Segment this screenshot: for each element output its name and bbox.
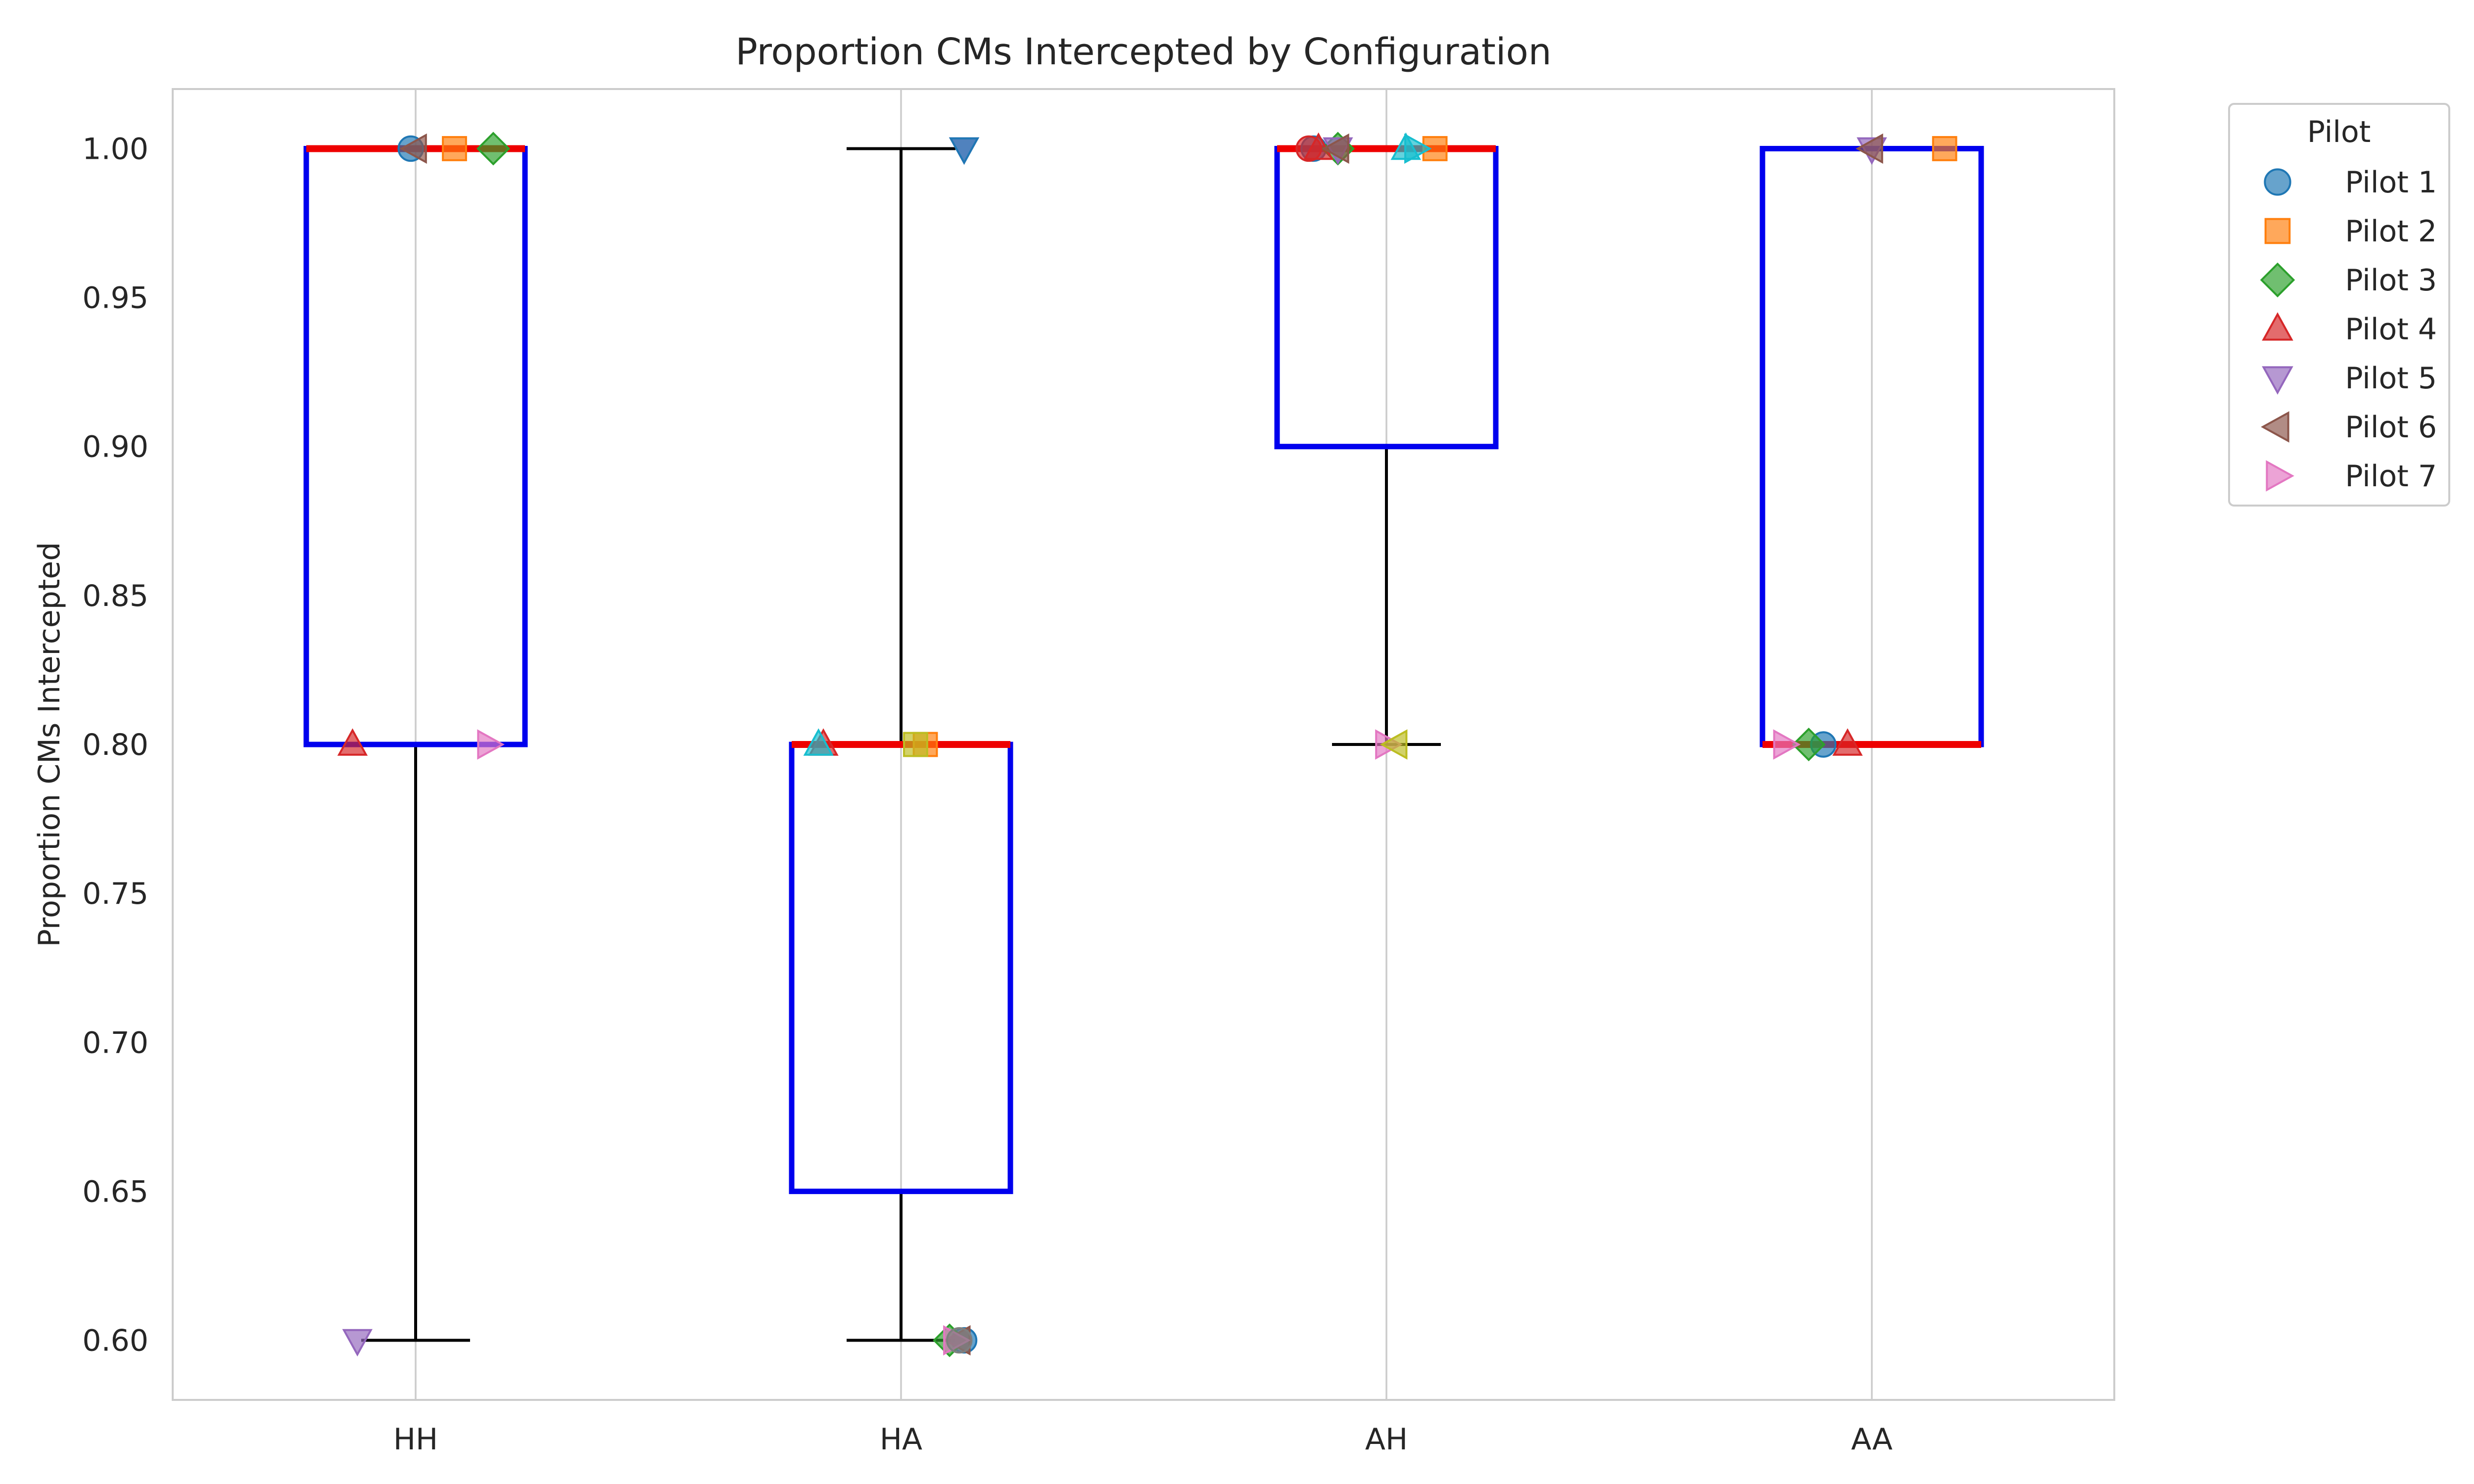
x-tick-label: HH (393, 1422, 438, 1457)
data-point (1792, 727, 1826, 762)
data-point (946, 1327, 973, 1354)
point-layer (337, 132, 1957, 1357)
legend-label: Pilot 7 (2345, 459, 2437, 494)
legend-item: Pilot 5 (2262, 361, 2437, 396)
data-point (442, 136, 467, 161)
legend-item: Pilot 6 (2261, 410, 2437, 445)
legend-item: Pilot 4 (2262, 312, 2437, 347)
x-tick-label: AA (1851, 1422, 1893, 1457)
series-extra (1380, 729, 1408, 760)
legend-title: Pilot (2307, 115, 2371, 149)
legend-marker (2264, 168, 2291, 196)
data-point (1404, 133, 1432, 164)
legend-item: Pilot 3 (2260, 262, 2437, 298)
y-tick-label: 0.70 (82, 1025, 148, 1060)
y-tick-label: 1.00 (82, 132, 148, 166)
legend-item: Pilot 7 (2266, 459, 2437, 494)
data-point (803, 728, 834, 756)
legend-label: Pilot 5 (2345, 361, 2437, 396)
y-tick-label: 0.75 (82, 877, 148, 911)
data-point (337, 728, 368, 756)
data-point (1932, 136, 1957, 161)
data-point (1380, 729, 1408, 760)
data-point (477, 729, 505, 760)
data-point (903, 732, 928, 757)
y-tick-label: 0.65 (82, 1174, 148, 1209)
y-tick-label: 0.85 (82, 579, 148, 613)
y-tick-label: 0.90 (82, 430, 148, 464)
legend-items: Pilot 1 Pilot 2 Pilot 3 Pilot 4 Pilot 5 Pilot… (2260, 165, 2437, 494)
chart-title: Proportion CMs Intercepted by Configurat… (735, 31, 1551, 73)
legend-label: Pilot 3 (2345, 263, 2437, 298)
x-tick-label: AH (1365, 1422, 1408, 1457)
data-point (1295, 135, 1322, 162)
y-tick-label: 0.80 (82, 728, 148, 762)
series-extra (1404, 133, 1432, 164)
series-extra (903, 732, 928, 757)
data-point (1856, 133, 1883, 164)
legend-marker (2264, 218, 2291, 244)
tick-layer: HH HA AH AA 0.60 0.65 0.70 0.75 0.80 0.85 0.90 0.95… (82, 132, 1892, 1457)
data-point (342, 1329, 373, 1357)
y-tick-label: 0.95 (82, 281, 148, 316)
legend-marker (2266, 460, 2294, 492)
legend-marker (2261, 411, 2289, 443)
data-point (399, 133, 427, 164)
data-point (1773, 729, 1801, 760)
series-extra (946, 1327, 973, 1354)
legend-item: Pilot 1 (2264, 165, 2437, 200)
legend-marker (2262, 312, 2293, 341)
legend-box (2228, 103, 2450, 507)
legend-label: Pilot 2 (2345, 214, 2437, 249)
x-tick-label: HA (880, 1422, 922, 1457)
y-axis-label: Proportion CMs Intercepted (32, 542, 67, 947)
legend-label: Pilot 1 (2345, 165, 2437, 200)
legend-item: Pilot 2 (2264, 214, 2437, 249)
series-extra (1295, 135, 1322, 162)
legend-marker (2260, 262, 2295, 298)
series-extra (949, 137, 980, 165)
data-point (476, 132, 510, 166)
data-point (1832, 728, 1863, 756)
data-point (1322, 133, 1349, 164)
legend-label: Pilot 4 (2345, 312, 2437, 347)
legend-label: Pilot 6 (2345, 410, 2437, 445)
data-point (949, 137, 980, 165)
legend-marker (2262, 366, 2293, 395)
y-tick-label: 0.60 (82, 1324, 148, 1358)
